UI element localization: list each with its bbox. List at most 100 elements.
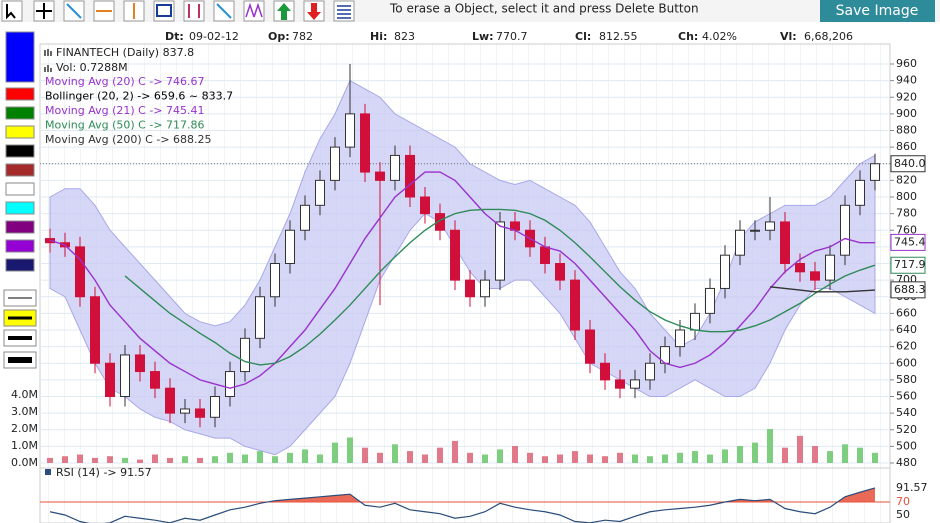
candle-body xyxy=(480,279,490,298)
candle-body xyxy=(735,229,745,256)
candle-body xyxy=(450,229,460,281)
y-tick-label: 820 xyxy=(896,173,917,186)
candle-body xyxy=(375,171,385,181)
volume-bar xyxy=(77,454,83,463)
volume-bar xyxy=(632,454,638,463)
legend-entry: Moving Avg (20) C -> 746.67 xyxy=(45,75,205,88)
candle-body xyxy=(495,221,505,281)
info-value: 4.02% xyxy=(702,30,737,43)
volume-title: Vol: 0.7288M xyxy=(56,61,128,74)
y-tick-label: 900 xyxy=(896,107,917,120)
volume-bar xyxy=(47,457,53,463)
volume-bar xyxy=(152,454,158,463)
candle-body xyxy=(345,113,355,148)
candle-body xyxy=(240,337,250,373)
info-label: Vl: xyxy=(780,30,797,43)
candle-body xyxy=(435,213,445,231)
chart-title: FINANTECH (Daily) 837.8 xyxy=(56,46,194,59)
volume-bar xyxy=(167,457,173,463)
volume-bar xyxy=(182,456,188,463)
info-label: Dt: xyxy=(165,30,184,43)
y-tick-label: 860 xyxy=(896,140,917,153)
volume-bar xyxy=(602,456,608,463)
volume-bar xyxy=(467,452,473,463)
price-marker-label: 840.0 xyxy=(894,157,926,170)
volume-bar xyxy=(722,449,728,463)
candle-body xyxy=(720,254,730,289)
volume-bar xyxy=(677,452,683,463)
volume-bar xyxy=(782,447,788,463)
volume-tick-label: 2.0M xyxy=(11,422,38,435)
rsi-line xyxy=(49,487,876,523)
price-marker-box xyxy=(890,233,926,251)
volume-bar xyxy=(137,459,143,463)
candle-body xyxy=(855,179,865,206)
candle-body xyxy=(690,312,700,331)
volume-icon xyxy=(44,65,52,72)
price-marker-label: 717.9 xyxy=(894,258,926,271)
candle-body xyxy=(330,146,340,181)
toolbar-hint: To erase a Object, select it and press D… xyxy=(389,2,699,16)
volume-bar xyxy=(872,452,878,463)
y-tick-label: 560 xyxy=(896,390,917,403)
volume-bar xyxy=(827,451,833,463)
candle-body xyxy=(615,379,625,389)
candle-body xyxy=(840,204,850,256)
legend-entry: Bollinger (20, 2) -> 659.6 ~ 833.7 xyxy=(45,90,233,103)
moving-average-line xyxy=(124,208,876,366)
legend-entry: Moving Avg (200) C -> 688.25 xyxy=(45,133,212,146)
volume-bar xyxy=(512,446,518,463)
info-label: Hi: xyxy=(370,30,387,43)
volume-bar xyxy=(482,454,488,463)
tool-icons xyxy=(1,0,355,22)
save-image-label[interactable]: Save Image xyxy=(836,3,919,19)
volume-bar xyxy=(407,451,413,463)
volume-bar xyxy=(197,457,203,463)
y-tick-label: 620 xyxy=(896,340,917,353)
info-value: 09-02-12 xyxy=(189,30,239,43)
candle-body xyxy=(75,246,85,298)
y-tick-label: 480 xyxy=(896,456,917,469)
price-marker-box xyxy=(890,155,926,173)
volume-bar xyxy=(287,452,293,463)
moving-average-line xyxy=(49,171,875,389)
rsi-title: RSI (14) -> 91.57 xyxy=(56,466,152,479)
volume-bar xyxy=(452,440,458,463)
y-tick-label: 640 xyxy=(896,323,917,336)
volume-bar xyxy=(377,452,383,463)
candle-body xyxy=(795,263,805,273)
candle-body xyxy=(780,221,790,264)
candle-body xyxy=(315,179,325,206)
candle-body xyxy=(270,263,280,298)
y-tick-label: 780 xyxy=(896,207,917,220)
candle-body xyxy=(870,163,880,181)
rsi-tick-label: 50 xyxy=(896,508,910,521)
volume-bar xyxy=(662,454,668,463)
price-marker-box xyxy=(890,256,926,274)
candle-body xyxy=(705,287,715,314)
volume-bar xyxy=(242,454,248,463)
info-value: 770.7 xyxy=(496,30,528,43)
volume-bar xyxy=(497,449,503,463)
candle-body xyxy=(405,154,415,198)
volume-tick-label: 4.0M xyxy=(11,388,38,401)
volume-bar xyxy=(752,442,758,463)
candle-body xyxy=(555,263,565,281)
volume-bar xyxy=(647,456,653,463)
volume-bar xyxy=(92,457,98,463)
candle-body xyxy=(300,204,310,231)
candle-body xyxy=(750,229,760,232)
volume-tick-label: 3.0M xyxy=(11,405,38,418)
y-tick-label: 920 xyxy=(896,90,917,103)
save-image-button[interactable] xyxy=(820,0,935,22)
candle-body xyxy=(825,254,835,281)
legend-entry: Moving Avg (21) C -> 745.41 xyxy=(45,104,205,117)
candle-body xyxy=(630,379,640,389)
volume-bar xyxy=(62,456,68,463)
toolbar xyxy=(0,0,940,22)
candle-body xyxy=(390,154,400,181)
moving-average-line xyxy=(769,286,876,293)
volume-bar xyxy=(392,444,398,463)
volume-bar xyxy=(542,456,548,463)
